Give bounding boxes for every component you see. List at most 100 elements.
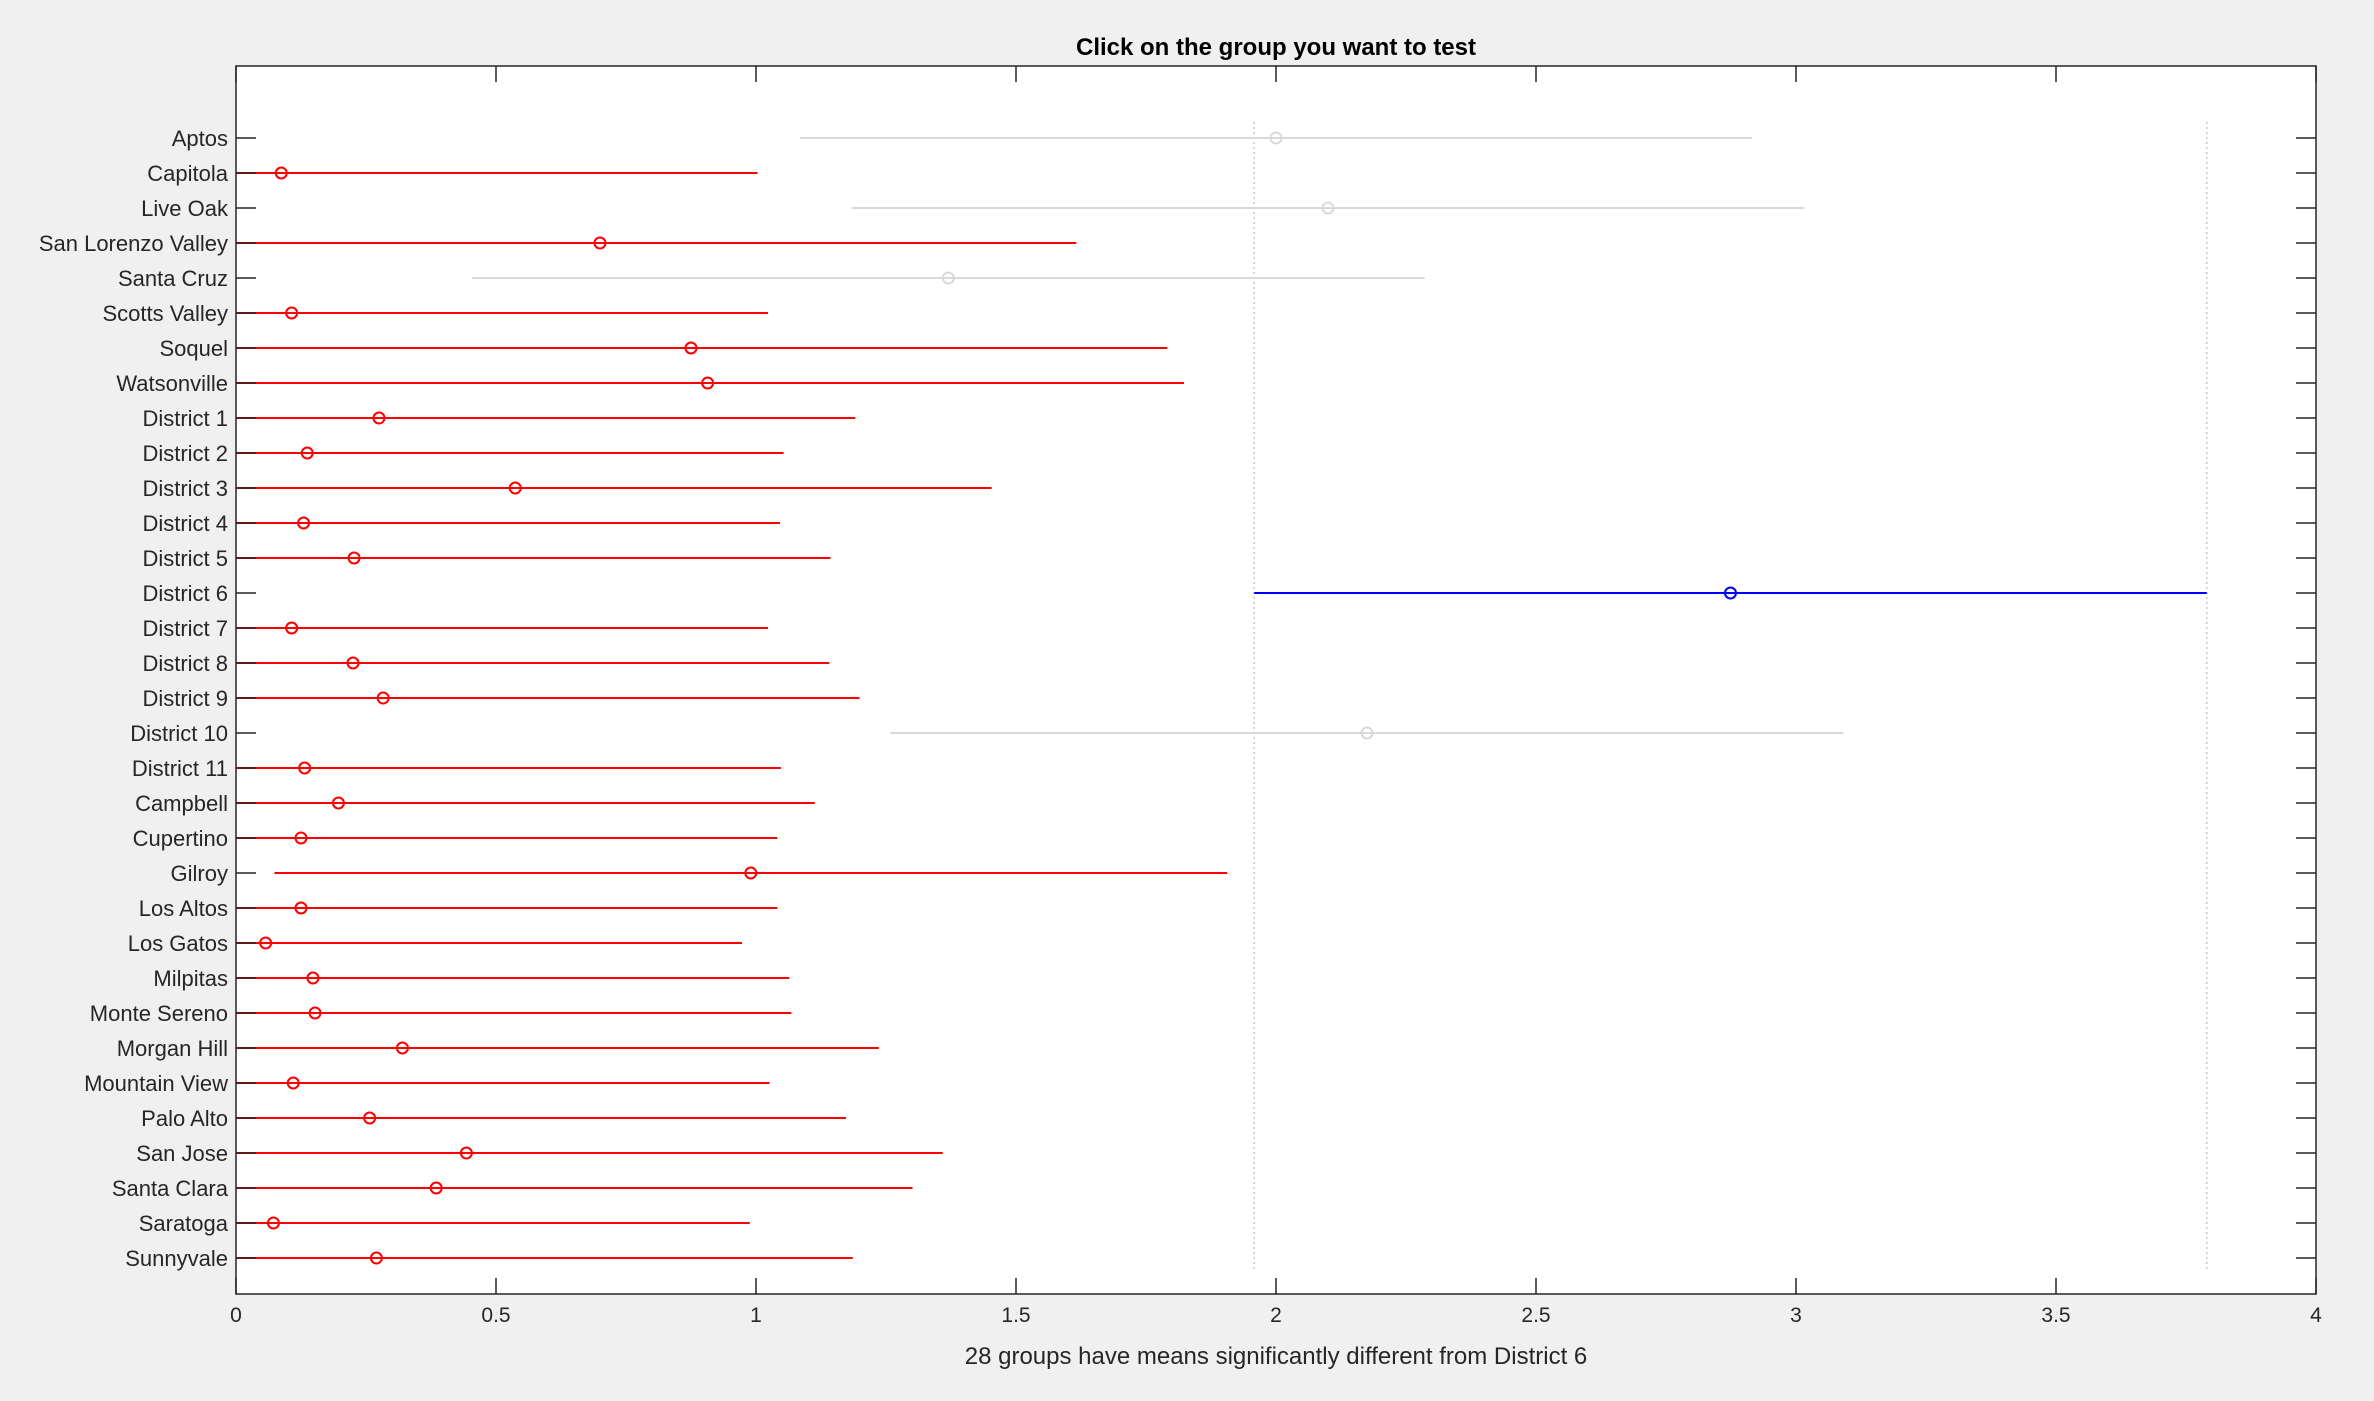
plot-area [235,65,2317,1295]
y-tick-label: District 4 [142,511,228,536]
group-interval[interactable] [890,726,1844,740]
group-interval[interactable] [236,831,778,845]
mean-marker[interactable] [429,1181,443,1195]
mean-marker[interactable] [459,1146,473,1160]
group-interval[interactable] [236,446,784,460]
y-tick-label: Los Gatos [128,931,228,956]
group-interval[interactable] [236,411,856,425]
y-tick-label: District 8 [142,651,228,676]
group-interval[interactable] [236,516,780,530]
mean-marker[interactable] [395,1041,409,1055]
group-interval[interactable] [274,866,1228,880]
group-interval[interactable] [472,271,1425,285]
mean-marker[interactable] [744,866,758,880]
mean-marker[interactable] [298,761,312,775]
y-tick-label: Milpitas [153,966,228,991]
mean-marker[interactable] [331,796,345,810]
group-interval[interactable] [236,481,992,495]
group-interval[interactable] [236,1006,792,1020]
y-tick-label: Gilroy [171,861,228,886]
group-interval[interactable] [236,166,758,180]
mean-marker[interactable] [297,516,311,530]
group-interval[interactable] [236,236,1077,250]
mean-marker[interactable] [346,656,360,670]
mean-marker[interactable] [1269,131,1283,145]
mean-marker[interactable] [363,1111,377,1125]
mean-marker[interactable] [369,1251,383,1265]
mean-marker[interactable] [347,551,361,565]
group-interval[interactable] [236,1216,750,1230]
mean-marker[interactable] [308,1006,322,1020]
y-tick-label: Campbell [135,791,228,816]
group-interval[interactable] [236,901,778,915]
mean-marker[interactable] [376,691,390,705]
x-tick-label: 4 [2310,1304,2322,1327]
group-interval[interactable] [236,621,768,635]
mean-marker[interactable] [1321,201,1335,215]
mean-marker[interactable] [684,341,698,355]
group-interval[interactable] [236,1111,846,1125]
y-tick-label: Morgan Hill [117,1036,228,1061]
group-interval[interactable] [236,691,860,705]
group-interval[interactable] [236,376,1184,390]
group-interval[interactable] [236,971,790,985]
x-tick-label: 2 [1270,1304,1282,1327]
y-axis: Aptos Capitola Live Oak San Lorenzo Valley S… [39,126,2316,1271]
mean-marker[interactable] [941,271,955,285]
group-interval[interactable] [236,1076,770,1090]
y-tick-label: Aptos [172,126,228,151]
mean-marker[interactable] [593,236,607,250]
mean-marker[interactable] [372,411,386,425]
group-interval[interactable] [236,1181,913,1195]
x-tick-label: 3.5 [2041,1304,2070,1327]
group-interval[interactable] [799,131,1753,145]
mean-marker[interactable] [1360,726,1374,740]
mean-marker[interactable] [300,446,314,460]
group-interval[interactable] [236,761,781,775]
y-tick-label: Watsonville [116,371,228,396]
mean-marker[interactable] [294,901,308,915]
mean-marker[interactable] [285,306,299,320]
y-tick-label: District 5 [142,546,228,571]
mean-marker[interactable] [294,831,308,845]
x-tick-label: 3 [1790,1304,1802,1327]
group-interval[interactable] [236,1041,879,1055]
group-interval[interactable] [236,936,742,950]
y-tick-label: Saratoga [139,1211,229,1236]
y-tick-label: District 1 [142,406,228,431]
mean-marker[interactable] [508,481,522,495]
x-tick-label: 0.5 [481,1304,510,1327]
y-tick-label: Sunnyvale [125,1246,228,1271]
mean-marker[interactable] [266,1216,280,1230]
y-tick-label: San Lorenzo Valley [39,231,228,256]
y-tick-label: District 11 [132,756,228,781]
y-tick-label: District 2 [142,441,228,466]
group-interval[interactable] [236,341,1168,355]
mean-marker[interactable] [285,621,299,635]
group-interval[interactable] [236,656,830,670]
x-axis: 0 0.5 1 1.5 2 2.5 3 3.5 4 [230,66,2322,1327]
group-intervals[interactable] [236,131,2207,1265]
mean-marker[interactable] [306,971,320,985]
y-tick-label: Capitola [147,161,228,186]
group-interval[interactable] [236,551,831,565]
y-tick-label: District 7 [142,616,228,641]
y-tick-label: Live Oak [141,196,229,221]
mean-marker[interactable] [259,936,273,950]
group-interval[interactable] [236,1251,853,1265]
mean-marker[interactable] [274,166,288,180]
mean-marker[interactable] [701,376,715,390]
x-tick-label: 1 [750,1304,762,1327]
group-interval[interactable] [236,306,768,320]
group-interval[interactable] [851,201,1805,215]
chart-title: Click on the group you want to test [1076,34,1476,61]
group-interval[interactable] [236,796,815,810]
mean-marker[interactable] [286,1076,300,1090]
x-axis-label: 28 groups have means significantly diffe… [965,1343,1588,1370]
y-tick-label: Los Altos [139,896,228,921]
group-interval[interactable] [236,1146,943,1160]
mean-marker[interactable] [1723,586,1737,600]
group-interval[interactable] [1254,586,2207,600]
x-tick-label: 2.5 [1521,1304,1550,1327]
